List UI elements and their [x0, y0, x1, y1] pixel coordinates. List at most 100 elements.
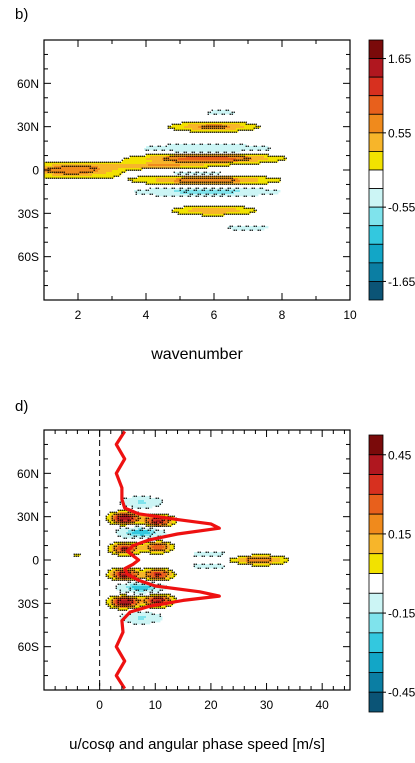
field-cell [76, 554, 79, 557]
field-cell [220, 206, 223, 209]
field-cell [276, 556, 279, 559]
contour-dot [191, 155, 193, 157]
contour-dot [223, 205, 225, 207]
contour-dot [259, 565, 261, 567]
field-cell [206, 162, 209, 165]
field-cell [222, 188, 225, 191]
field-cell [148, 534, 151, 537]
contour-dot [77, 173, 79, 175]
field-cell [152, 570, 155, 573]
field-cell [142, 576, 145, 579]
field-cell [276, 562, 279, 565]
field-cell [132, 604, 135, 607]
contour-dot [113, 549, 115, 551]
contour-dot [247, 225, 249, 227]
field-cell [150, 532, 153, 535]
contour-dot [169, 525, 171, 527]
field-cell [192, 206, 195, 209]
field-cell [208, 182, 211, 185]
contour-dot [153, 149, 155, 151]
field-cell [250, 562, 253, 565]
field-cell [126, 520, 129, 523]
contour-dot [183, 167, 185, 169]
contour-dot [129, 169, 131, 171]
field-cell [216, 214, 219, 217]
field-cell [136, 506, 139, 509]
field-cell [172, 144, 175, 147]
field-cell [240, 562, 243, 565]
field-cell [98, 176, 101, 179]
contour-dot [143, 527, 145, 529]
field-cell [136, 500, 139, 503]
contour-dot [59, 177, 61, 179]
field-cell [148, 576, 151, 579]
contour-dot [137, 525, 139, 527]
contour-dot [245, 555, 247, 557]
field-cell [116, 516, 119, 519]
field-cell [170, 190, 173, 193]
contour-dot [107, 569, 109, 571]
field-cell [166, 570, 169, 573]
field-cell [256, 228, 259, 231]
field-cell [144, 572, 147, 575]
field-cell [268, 156, 271, 159]
field-cell [148, 618, 151, 621]
field-cell [140, 180, 143, 183]
contour-dot [139, 155, 141, 157]
field-cell [204, 146, 207, 149]
field-cell [146, 496, 149, 499]
field-cell [158, 596, 161, 599]
field-cell [100, 164, 103, 167]
field-cell [226, 130, 229, 133]
field-cell [210, 164, 213, 167]
contour-dot [155, 529, 157, 531]
field-cell [242, 190, 245, 193]
field-cell [168, 160, 171, 163]
field-cell [202, 128, 205, 131]
field-cell [148, 530, 151, 533]
field-cell [238, 180, 241, 183]
contour-dot [113, 521, 115, 523]
field-cell [156, 588, 159, 591]
field-cell [258, 228, 261, 231]
contour-dot [273, 563, 275, 565]
field-cell [150, 576, 153, 579]
field-cell [210, 190, 213, 193]
contour-dot [79, 177, 81, 179]
contour-dot [209, 555, 211, 557]
field-cell [84, 168, 87, 171]
contour-dot [257, 125, 259, 127]
field-cell [166, 576, 169, 579]
field-cell [178, 176, 181, 179]
field-cell [250, 556, 253, 559]
contour-dot [189, 187, 191, 189]
field-cell [158, 598, 161, 601]
contour-dot [227, 205, 229, 207]
field-cell [272, 180, 275, 183]
contour-dot [113, 175, 115, 177]
contour-dot [249, 163, 251, 165]
contour-dot [149, 547, 151, 549]
field-cell [108, 520, 111, 523]
field-cell [120, 514, 123, 517]
field-cell [208, 172, 211, 175]
contour-dot [103, 177, 105, 179]
field-cell [256, 560, 259, 563]
contour-dot [253, 123, 255, 125]
field-cell [210, 150, 213, 153]
field-cell [112, 172, 115, 175]
field-cell [202, 194, 205, 197]
contour-dot [183, 129, 185, 131]
field-cell [132, 520, 135, 523]
field-cell [136, 570, 139, 573]
contour-dot [241, 153, 243, 155]
contour-dot [159, 521, 161, 523]
field-cell [208, 148, 211, 151]
field-cell [126, 546, 129, 549]
field-cell [160, 166, 163, 169]
field-cell [116, 172, 119, 175]
field-cell [110, 572, 113, 575]
field-cell [122, 588, 125, 591]
field-cell [212, 110, 215, 113]
field-cell [266, 562, 269, 565]
